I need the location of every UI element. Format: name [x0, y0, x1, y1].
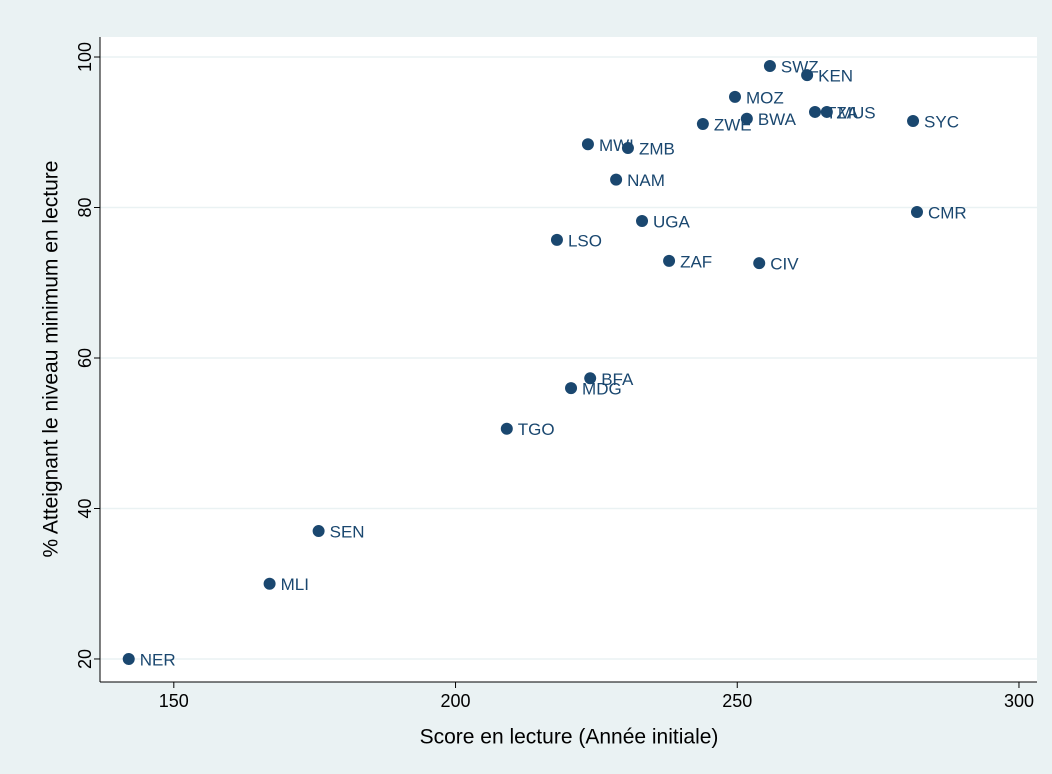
y-tick-label: 40 — [75, 498, 95, 518]
point — [820, 105, 833, 118]
x-tick-label: 250 — [722, 691, 752, 711]
point-label: SWZ — [781, 58, 819, 77]
y-tick-label: 60 — [75, 348, 95, 368]
point — [636, 215, 649, 228]
point — [621, 142, 634, 155]
point — [801, 69, 814, 82]
point — [753, 257, 766, 270]
point — [263, 577, 276, 590]
y-tick-label: 20 — [75, 649, 95, 669]
point — [910, 206, 923, 219]
y-tick-label: 100 — [75, 42, 95, 72]
y-tick-label: 80 — [75, 197, 95, 217]
point-label: ZMB — [639, 140, 675, 159]
point-label: KEN — [818, 67, 853, 86]
point — [728, 90, 741, 103]
point-label: MOZ — [746, 88, 784, 107]
point — [610, 173, 623, 186]
point — [663, 254, 676, 267]
point — [584, 372, 597, 385]
point-label: SEN — [330, 523, 365, 542]
point — [763, 60, 776, 73]
y-axis-label: % Atteignant le niveau minimum en lectur… — [40, 161, 63, 558]
point — [581, 138, 594, 151]
x-tick-label: 200 — [441, 691, 471, 711]
point-label: NER — [140, 650, 176, 669]
point-label: TGO — [518, 420, 555, 439]
point-label: CMR — [928, 204, 967, 223]
point-label: TZA — [826, 103, 859, 122]
point-label: MUS — [838, 103, 876, 122]
point — [550, 233, 563, 246]
point — [312, 525, 325, 538]
point — [907, 114, 920, 127]
point-label: CIV — [770, 255, 799, 274]
point-label: LSO — [568, 231, 602, 250]
point-label: BFA — [601, 370, 634, 389]
x-tick-label: 300 — [1004, 691, 1034, 711]
point — [500, 422, 513, 435]
point-label: ZAF — [680, 252, 712, 271]
point-label: UGA — [653, 213, 691, 232]
plot-area — [100, 37, 1037, 682]
point — [809, 105, 822, 118]
x-axis-label: Score en lecture (Année initiale) — [420, 726, 719, 749]
point — [122, 652, 135, 665]
point-label: SYC — [924, 112, 959, 131]
point — [565, 382, 578, 395]
point-label: MLI — [281, 575, 309, 594]
point-label: NAM — [627, 171, 665, 190]
point-label: BWA — [758, 110, 797, 129]
x-tick-label: 150 — [159, 691, 189, 711]
point-label: MDG — [582, 380, 622, 399]
point — [740, 112, 753, 125]
point — [696, 117, 709, 130]
